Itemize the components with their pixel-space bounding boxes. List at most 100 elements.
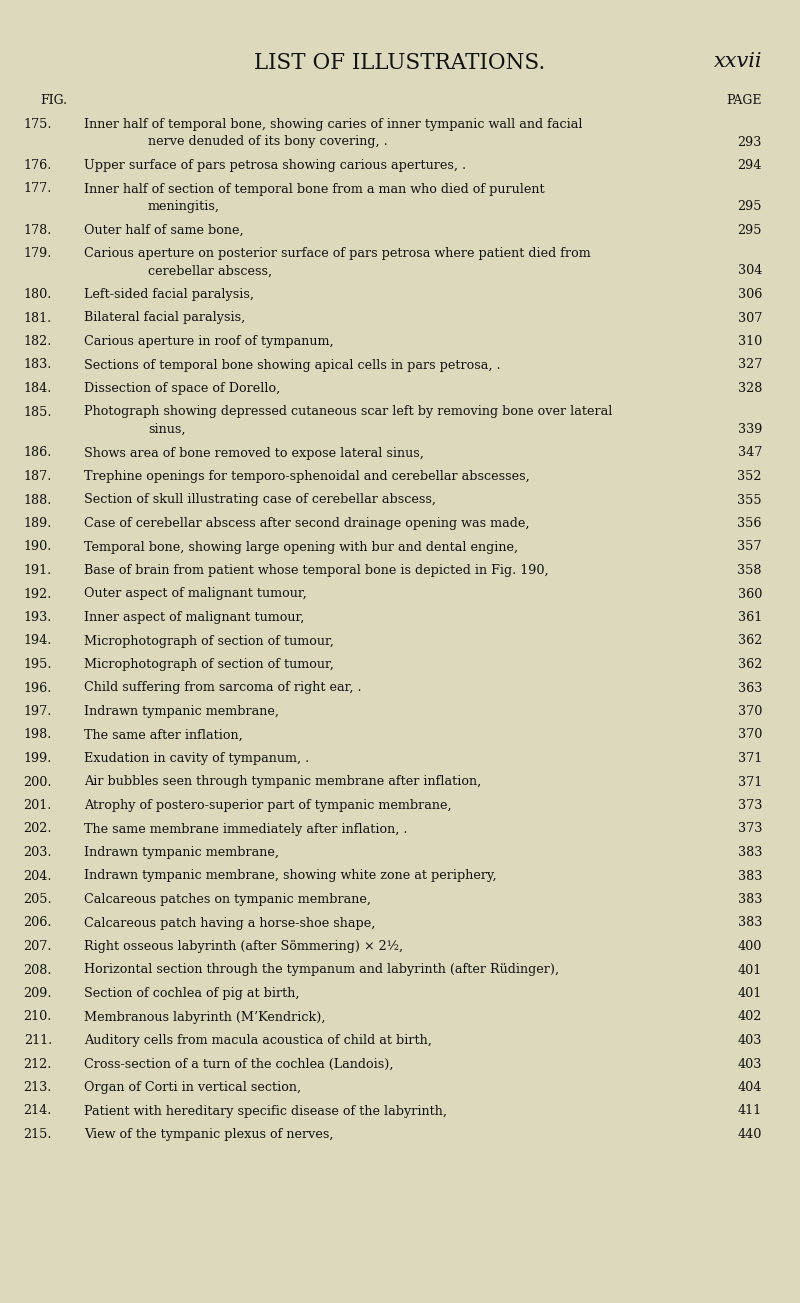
Text: 403: 403 xyxy=(738,1058,762,1071)
Text: 181.: 181. xyxy=(24,311,52,324)
Text: 183.: 183. xyxy=(24,358,52,371)
Text: 176.: 176. xyxy=(24,159,52,172)
Text: 358: 358 xyxy=(738,564,762,577)
Text: 328: 328 xyxy=(738,382,762,395)
Text: Left-sided facial paralysis,: Left-sided facial paralysis, xyxy=(84,288,254,301)
Text: Atrophy of postero-superior part of tympanic membrane,: Atrophy of postero-superior part of tymp… xyxy=(84,799,452,812)
Text: Shows area of bone removed to expose lateral sinus,: Shows area of bone removed to expose lat… xyxy=(84,447,424,460)
Text: 404: 404 xyxy=(738,1081,762,1095)
Text: 210.: 210. xyxy=(24,1011,52,1023)
Text: Child suffering from sarcoma of right ear, .: Child suffering from sarcoma of right ea… xyxy=(84,681,362,694)
Text: 361: 361 xyxy=(738,611,762,624)
Text: 204.: 204. xyxy=(23,869,52,882)
Text: 199.: 199. xyxy=(24,752,52,765)
Text: Indrawn tympanic membrane, showing white zone at periphery,: Indrawn tympanic membrane, showing white… xyxy=(84,869,497,882)
Text: Horizontal section through the tympanum and labyrinth (after Rüdinger),: Horizontal section through the tympanum … xyxy=(84,963,559,976)
Text: 306: 306 xyxy=(738,288,762,301)
Text: Calcareous patches on tympanic membrane,: Calcareous patches on tympanic membrane, xyxy=(84,893,371,906)
Text: The same after inflation,: The same after inflation, xyxy=(84,728,242,741)
Text: 214.: 214. xyxy=(24,1105,52,1118)
Text: Microphotograph of section of tumour,: Microphotograph of section of tumour, xyxy=(84,635,334,648)
Text: Right osseous labyrinth (after Sömmering) × 2½,: Right osseous labyrinth (after Sömmering… xyxy=(84,939,403,952)
Text: 207.: 207. xyxy=(23,939,52,952)
Text: Inner half of temporal bone, showing caries of inner tympanic wall and facial: Inner half of temporal bone, showing car… xyxy=(84,119,582,132)
Text: 370: 370 xyxy=(738,705,762,718)
Text: 295: 295 xyxy=(738,199,762,212)
Text: 401: 401 xyxy=(738,963,762,976)
Text: 180.: 180. xyxy=(24,288,52,301)
Text: Microphotograph of section of tumour,: Microphotograph of section of tumour, xyxy=(84,658,334,671)
Text: Cross-section of a turn of the cochlea (Landois),: Cross-section of a turn of the cochlea (… xyxy=(84,1058,394,1071)
Text: 211.: 211. xyxy=(24,1035,52,1048)
Text: Photograph showing depressed cutaneous scar left by removing bone over lateral: Photograph showing depressed cutaneous s… xyxy=(84,405,612,418)
Text: Organ of Corti in vertical section,: Organ of Corti in vertical section, xyxy=(84,1081,301,1095)
Text: LIST OF ILLUSTRATIONS.: LIST OF ILLUSTRATIONS. xyxy=(254,52,546,74)
Text: 357: 357 xyxy=(738,541,762,554)
Text: 310: 310 xyxy=(738,335,762,348)
Text: Trephine openings for temporo-sphenoidal and cerebellar abscesses,: Trephine openings for temporo-sphenoidal… xyxy=(84,470,530,483)
Text: 362: 362 xyxy=(738,658,762,671)
Text: 193.: 193. xyxy=(24,611,52,624)
Text: Carious aperture on posterior surface of pars petrosa where patient died from: Carious aperture on posterior surface of… xyxy=(84,248,590,261)
Text: 208.: 208. xyxy=(23,963,52,976)
Text: Section of cochlea of pig at birth,: Section of cochlea of pig at birth, xyxy=(84,986,299,999)
Text: 182.: 182. xyxy=(24,335,52,348)
Text: 403: 403 xyxy=(738,1035,762,1048)
Text: 197.: 197. xyxy=(24,705,52,718)
Text: 383: 383 xyxy=(738,846,762,859)
Text: Carious aperture in roof of tympanum,: Carious aperture in roof of tympanum, xyxy=(84,335,334,348)
Text: 186.: 186. xyxy=(24,447,52,460)
Text: 196.: 196. xyxy=(24,681,52,694)
Text: 362: 362 xyxy=(738,635,762,648)
Text: Inner half of section of temporal bone from a man who died of purulent: Inner half of section of temporal bone f… xyxy=(84,182,545,195)
Text: 373: 373 xyxy=(738,822,762,835)
Text: Patient with hereditary specific disease of the labyrinth,: Patient with hereditary specific disease… xyxy=(84,1105,447,1118)
Text: 179.: 179. xyxy=(24,248,52,261)
Text: 304: 304 xyxy=(738,265,762,278)
Text: 293: 293 xyxy=(738,136,762,149)
Text: 177.: 177. xyxy=(24,182,52,195)
Text: Outer aspect of malignant tumour,: Outer aspect of malignant tumour, xyxy=(84,588,306,601)
Text: 209.: 209. xyxy=(23,986,52,999)
Text: 339: 339 xyxy=(738,423,762,437)
Text: 191.: 191. xyxy=(24,564,52,577)
Text: View of the tympanic plexus of nerves,: View of the tympanic plexus of nerves, xyxy=(84,1128,334,1141)
Text: 383: 383 xyxy=(738,893,762,906)
Text: 373: 373 xyxy=(738,799,762,812)
Text: sinus,: sinus, xyxy=(148,423,186,437)
Text: PAGE: PAGE xyxy=(726,94,762,107)
Text: Outer half of same bone,: Outer half of same bone, xyxy=(84,224,244,237)
Text: 295: 295 xyxy=(738,224,762,237)
Text: 194.: 194. xyxy=(24,635,52,648)
Text: 178.: 178. xyxy=(24,224,52,237)
Text: 184.: 184. xyxy=(24,382,52,395)
Text: Temporal bone, showing large opening with bur and dental engine,: Temporal bone, showing large opening wit… xyxy=(84,541,518,554)
Text: Auditory cells from macula acoustica of child at birth,: Auditory cells from macula acoustica of … xyxy=(84,1035,432,1048)
Text: 327: 327 xyxy=(738,358,762,371)
Text: 212.: 212. xyxy=(24,1058,52,1071)
Text: 402: 402 xyxy=(738,1011,762,1023)
Text: Indrawn tympanic membrane,: Indrawn tympanic membrane, xyxy=(84,846,279,859)
Text: 355: 355 xyxy=(738,494,762,507)
Text: 175.: 175. xyxy=(23,119,52,132)
Text: 370: 370 xyxy=(738,728,762,741)
Text: 201.: 201. xyxy=(24,799,52,812)
Text: meningitis,: meningitis, xyxy=(148,199,220,212)
Text: 185.: 185. xyxy=(23,405,52,418)
Text: Indrawn tympanic membrane,: Indrawn tympanic membrane, xyxy=(84,705,279,718)
Text: 206.: 206. xyxy=(23,916,52,929)
Text: 200.: 200. xyxy=(23,775,52,788)
Text: Sections of temporal bone showing apical cells in pars petrosa, .: Sections of temporal bone showing apical… xyxy=(84,358,501,371)
Text: 192.: 192. xyxy=(24,588,52,601)
Text: Dissection of space of Dorello,: Dissection of space of Dorello, xyxy=(84,382,280,395)
Text: 203.: 203. xyxy=(23,846,52,859)
Text: nerve denuded of its bony covering, .: nerve denuded of its bony covering, . xyxy=(148,136,388,149)
Text: 198.: 198. xyxy=(24,728,52,741)
Text: Base of brain from patient whose temporal bone is depicted in Fig. 190,: Base of brain from patient whose tempora… xyxy=(84,564,549,577)
Text: Inner aspect of malignant tumour,: Inner aspect of malignant tumour, xyxy=(84,611,304,624)
Text: 371: 371 xyxy=(738,775,762,788)
Text: 347: 347 xyxy=(738,447,762,460)
Text: 187.: 187. xyxy=(24,470,52,483)
Text: 307: 307 xyxy=(738,311,762,324)
Text: FIG.: FIG. xyxy=(40,94,67,107)
